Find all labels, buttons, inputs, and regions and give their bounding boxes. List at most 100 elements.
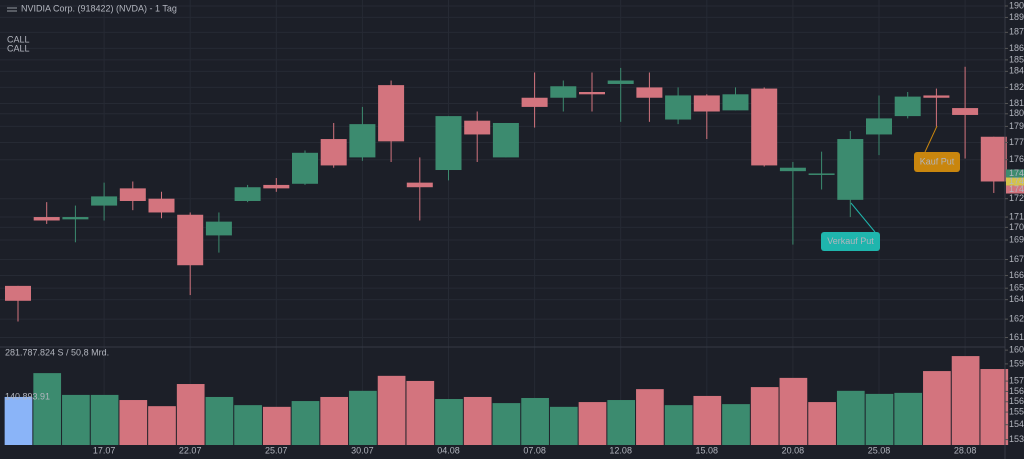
annotation-label: Verkauf Put <box>827 236 874 246</box>
x-tick-label: 25.08 <box>868 445 891 455</box>
volume-bar <box>980 369 1009 445</box>
volume-bar <box>262 406 291 445</box>
y-tick-label: 176 <box>1009 154 1024 164</box>
candle-body <box>378 85 405 142</box>
candle-body <box>177 214 204 266</box>
chart-title: NVIDIA Corp. (918422) (NVDA) - 1 Tag <box>21 3 177 13</box>
y-tick-label: 185 <box>1009 54 1024 64</box>
annotation-box <box>914 152 960 172</box>
annotation-box <box>821 232 880 251</box>
y-tick-label: 182 <box>1009 82 1024 92</box>
price-marker <box>1006 177 1024 186</box>
volume-bar <box>176 384 205 445</box>
candle-body <box>435 116 462 171</box>
y-tick-label: 186 <box>1009 43 1024 53</box>
candle-body <box>349 124 376 158</box>
candle-body <box>119 188 146 201</box>
y-tick-label: 153 <box>1009 434 1024 444</box>
price-marker-label: 174 <box>1009 184 1024 194</box>
candle-body <box>894 96 921 117</box>
y-tick-label: 156 <box>1009 396 1024 406</box>
volume-bar <box>836 390 865 445</box>
volume-bar <box>62 394 90 445</box>
volume-bar <box>291 401 320 445</box>
volume-bar <box>492 403 521 445</box>
candle-body <box>837 139 864 200</box>
candle-body <box>607 80 634 84</box>
volume-bar <box>377 375 406 445</box>
x-tick-label: 04.08 <box>437 445 460 455</box>
annotation-line <box>850 202 876 233</box>
y-tick-label: 155 <box>1009 406 1024 416</box>
volume-bar <box>521 397 549 445</box>
candle-body <box>808 173 835 175</box>
volume-bar <box>865 393 894 445</box>
y-tick-label: 167 <box>1009 254 1024 264</box>
x-tick-label: 22.07 <box>179 445 202 455</box>
y-tick-label: 172 <box>1009 193 1024 203</box>
candle-body <box>952 108 979 115</box>
candle-body <box>550 86 577 98</box>
x-tick-label: 12.08 <box>609 445 632 455</box>
volume-bar <box>808 402 836 445</box>
y-tick-label: 160 <box>1009 345 1024 355</box>
annotation-line <box>924 125 938 153</box>
volume-bar <box>894 392 923 445</box>
y-tick-label: 177 <box>1009 137 1024 147</box>
y-tick-label: 165 <box>1009 283 1024 293</box>
y-tick-label: 171 <box>1009 211 1024 221</box>
candle-body <box>263 184 290 189</box>
volume-bar <box>33 373 62 445</box>
x-tick-label: 17.07 <box>93 445 116 455</box>
annotation-label: Kauf Put <box>920 156 955 166</box>
y-tick-label: 187 <box>1009 27 1024 37</box>
candle-body <box>5 285 31 301</box>
y-tick-label: 170 <box>1009 222 1024 232</box>
volume-bar <box>205 396 234 445</box>
y-tick-label: 156 <box>1009 386 1024 396</box>
price-marker <box>1006 169 1024 178</box>
candle-body <box>91 196 118 206</box>
candle-body <box>980 136 1007 182</box>
y-tick-label: 157 <box>1009 375 1024 385</box>
candle-body <box>33 217 60 221</box>
candle-body <box>521 97 548 107</box>
candle-body <box>406 182 433 188</box>
candle-body <box>693 95 720 112</box>
y-tick-label: 190 <box>1009 0 1024 10</box>
x-tick-label: 28.08 <box>954 445 977 455</box>
y-tick-label: 179 <box>1009 121 1024 131</box>
candle-body <box>636 87 663 98</box>
candle-body <box>779 167 806 172</box>
indicator-label: CALL <box>7 43 30 53</box>
y-tick-label: 154 <box>1009 419 1024 429</box>
volume-bar <box>4 396 33 445</box>
volume-bar <box>148 406 176 445</box>
volume-bar <box>693 395 722 445</box>
candle-body <box>62 217 89 220</box>
y-tick-label: 162 <box>1009 314 1024 324</box>
volume-bar <box>636 389 664 445</box>
candle-body <box>320 139 347 166</box>
x-tick-label: 20.08 <box>782 445 805 455</box>
indicator-label: CALL <box>7 34 30 44</box>
price-marker-label: 174 <box>1009 176 1024 186</box>
volume-bar <box>923 371 951 445</box>
candle-body <box>866 118 892 135</box>
y-tick-label: 166 <box>1009 270 1024 280</box>
candle-body <box>292 152 318 184</box>
volume-bar <box>234 405 262 445</box>
volume-bar <box>349 390 377 445</box>
volume-bar <box>435 399 463 445</box>
volume-bar <box>90 394 119 445</box>
volume-bar <box>320 396 349 445</box>
candle-body <box>665 95 692 120</box>
volume-bar <box>607 400 636 445</box>
volume-bar <box>664 405 693 445</box>
volume-header: 281.787.824 S / 50,8 Mrd. <box>5 347 109 357</box>
candle-body <box>492 122 519 158</box>
y-tick-label: 161 <box>1009 332 1024 342</box>
x-tick-label: 15.08 <box>696 445 719 455</box>
